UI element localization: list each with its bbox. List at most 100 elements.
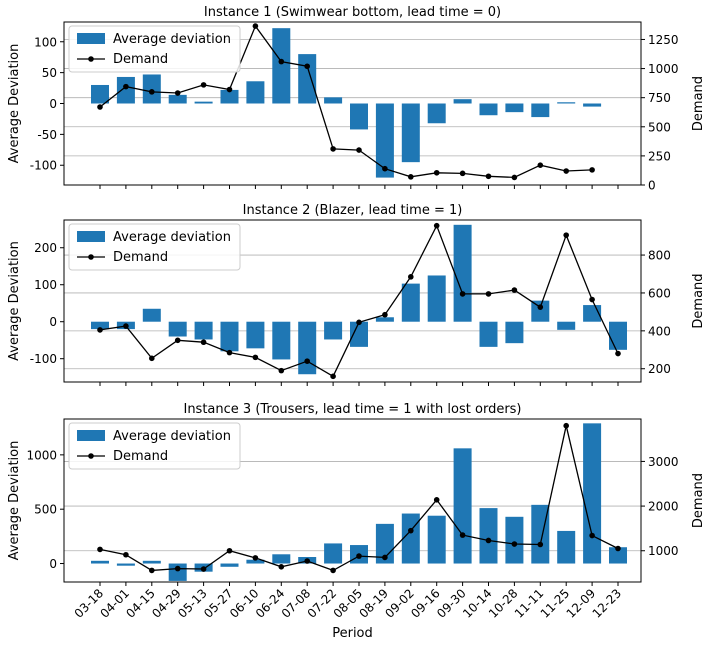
ytick-label-left: 0 xyxy=(49,557,57,571)
demand-point xyxy=(174,337,181,344)
demand-point xyxy=(356,319,362,326)
bar xyxy=(531,103,550,118)
bar xyxy=(168,94,187,104)
demand-point xyxy=(200,82,207,88)
demand-point xyxy=(123,83,129,90)
panel-1: Instance 1 (Swimwear bottom, lead time =… xyxy=(7,5,706,193)
ytick-label-right: 1000 xyxy=(648,544,679,558)
legend-box xyxy=(68,422,241,470)
legend-bar-label: Average deviation xyxy=(113,429,231,444)
bar xyxy=(479,103,498,116)
bar xyxy=(505,321,524,344)
xlabel: Period xyxy=(332,626,373,641)
ytick-label-left: 100 xyxy=(34,35,57,49)
ylabel-left: Average Deviation xyxy=(7,241,22,361)
demand-point xyxy=(563,422,569,429)
legend-line-label: Demand xyxy=(113,449,168,464)
demand-point xyxy=(433,497,440,503)
bar xyxy=(401,513,420,564)
bar xyxy=(324,543,343,564)
ytick-label-right: 1000 xyxy=(648,62,679,76)
bar xyxy=(350,103,368,130)
bar xyxy=(168,563,187,581)
ytick-label-right: 800 xyxy=(648,249,671,263)
demand-point xyxy=(537,162,544,169)
bar xyxy=(557,102,576,104)
legend-bar-swatch xyxy=(77,33,105,44)
demand-point xyxy=(408,274,414,280)
bar xyxy=(246,559,265,564)
bar xyxy=(609,321,627,350)
demand-point xyxy=(589,167,595,173)
demand-point xyxy=(537,304,544,310)
legend-line-label: Demand xyxy=(113,250,168,265)
ytick-label-right: 500 xyxy=(648,120,671,134)
bar xyxy=(375,317,394,322)
demand-point xyxy=(408,527,414,534)
demand-point xyxy=(278,58,285,65)
bar xyxy=(505,516,524,564)
bar xyxy=(505,103,524,113)
ytick-label-right: 1250 xyxy=(648,33,679,47)
bar xyxy=(531,300,550,322)
ytick-label-right: 250 xyxy=(648,149,671,163)
legend-line-marker xyxy=(88,254,94,260)
demand-point xyxy=(97,546,103,553)
panel-title: Instance 3 (Trousers, lead time = 1 with… xyxy=(183,402,521,417)
bar xyxy=(453,448,472,564)
bar xyxy=(479,321,498,347)
bar xyxy=(246,321,265,349)
bar xyxy=(583,103,602,107)
bar xyxy=(220,89,239,104)
bar xyxy=(272,554,291,564)
ytick-label-right: 3000 xyxy=(648,455,679,469)
demand-point xyxy=(97,104,103,110)
demand-point xyxy=(149,355,155,362)
xtick-label: 12-23 xyxy=(590,586,625,621)
bar xyxy=(453,99,472,104)
ytick-label-left: 500 xyxy=(34,503,57,517)
legend-box xyxy=(68,223,241,271)
legend-bar-label: Average deviation xyxy=(113,32,231,47)
ylabel-right: Demand xyxy=(691,273,706,328)
bar xyxy=(91,560,109,564)
bar xyxy=(324,97,343,104)
bar xyxy=(557,530,576,564)
ytick-label-right: 400 xyxy=(648,324,671,338)
demand-point xyxy=(226,547,233,554)
bar xyxy=(453,224,472,322)
bar xyxy=(479,508,498,564)
bar xyxy=(116,563,135,566)
ytick-label-left: -50 xyxy=(37,128,57,142)
bar xyxy=(427,103,446,124)
legend: Average deviation Demand xyxy=(68,25,241,73)
legend-bar-swatch xyxy=(77,430,105,441)
demand-point xyxy=(408,174,414,180)
demand-point xyxy=(97,327,103,333)
bar xyxy=(427,515,446,564)
bar xyxy=(375,103,394,178)
legend: Average deviation Demand xyxy=(68,422,241,470)
ytick-label-left: -100 xyxy=(30,352,57,366)
legend-line-label: Demand xyxy=(113,52,168,67)
bar xyxy=(194,101,213,104)
demand-point xyxy=(330,146,336,152)
bar xyxy=(557,321,576,330)
demand-point xyxy=(589,296,595,303)
ytick-label-left: 1000 xyxy=(26,448,57,462)
demand-point xyxy=(485,537,492,544)
bar xyxy=(116,76,135,104)
demand-point xyxy=(589,532,595,539)
panel-title: Instance 2 (Blazer, lead time = 1) xyxy=(243,203,463,218)
bar xyxy=(583,423,602,564)
demand-point xyxy=(433,169,440,176)
bar xyxy=(220,563,239,567)
ytick-label-right: 200 xyxy=(648,362,671,376)
demand-point xyxy=(200,339,207,346)
bar xyxy=(401,103,420,163)
legend-box xyxy=(68,25,241,73)
demand-point xyxy=(252,23,259,29)
demand-point xyxy=(511,174,518,181)
bar xyxy=(350,321,368,347)
